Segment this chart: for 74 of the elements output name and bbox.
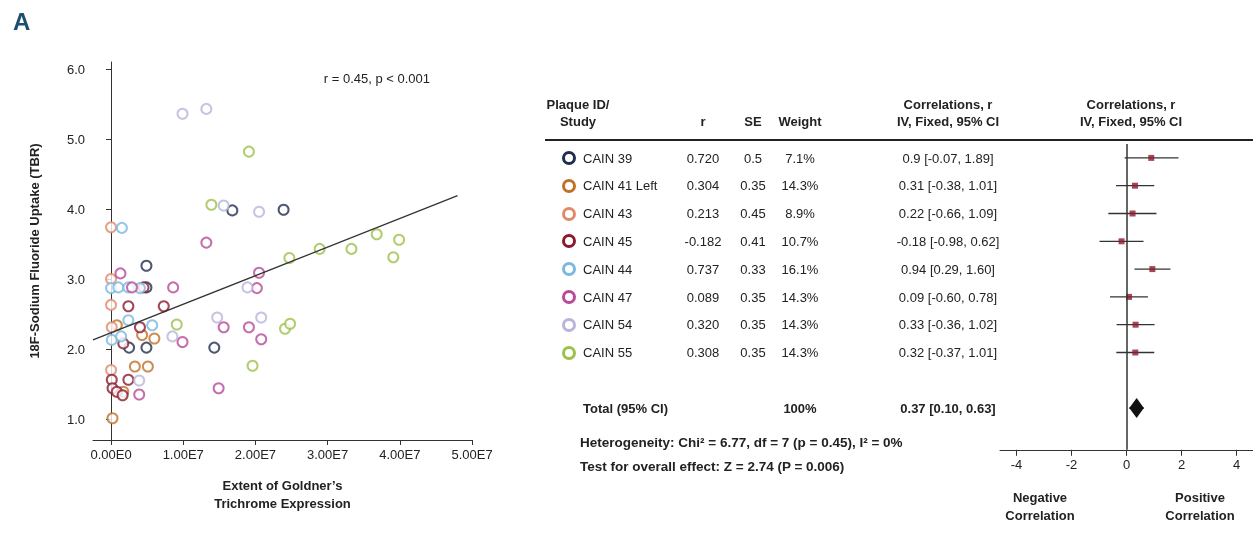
y-tick-label: 2.0 (66, 341, 85, 357)
category-label: Total (95% CI) (583, 400, 668, 416)
category-label: CAIN 41 Left (583, 178, 658, 194)
text: 14.3% (781, 345, 819, 361)
text: 0.35 (740, 289, 766, 305)
text: 0.304 (686, 178, 720, 194)
y-tick-label: 5.0 (66, 131, 85, 147)
text: 0.94 [0.29, 1.60] (901, 261, 995, 277)
text: 7.1% (785, 150, 815, 166)
text: 0.35 (740, 345, 766, 361)
text: 8.9% (785, 206, 815, 222)
x-tick-label: 0 (1122, 456, 1131, 472)
text: 0.45 (740, 206, 766, 222)
category-label: CAIN 43 (583, 206, 633, 222)
x-tick-label: 4.00E7 (379, 447, 421, 462)
text: -0.182 (684, 233, 722, 249)
category-label: CAIN 47 (583, 289, 633, 305)
text: 0.22 [-0.66, 1.09] (898, 206, 998, 222)
text: 14.3% (781, 289, 819, 305)
category-label: CAIN 39 (583, 150, 633, 166)
x-tick-label: 4 (1232, 456, 1241, 472)
text: Positive Correlation (1165, 489, 1235, 523)
text: 0.33 [-0.36, 1.02] (898, 317, 998, 333)
x-tick-label: -4 (1010, 456, 1023, 472)
text: 0.089 (686, 289, 720, 305)
x-tick-label: -2 (1065, 456, 1078, 472)
x-tick-label: 1.00E7 (162, 447, 204, 462)
text: 100% (783, 400, 817, 416)
text: 0.33 (740, 261, 766, 277)
category-label: Weight (778, 114, 823, 129)
text: 10.7% (781, 233, 819, 249)
category-label: CAIN 44 (583, 261, 633, 277)
text: 0.308 (686, 345, 720, 361)
text: 0.31 [-0.38, 1.01] (898, 178, 998, 194)
text: Test for overall effect: Z = 2.74 (P = 0.006) (580, 458, 845, 474)
text: 0.32 [-0.37, 1.01] (898, 345, 998, 361)
text: 0.09 [-0.60, 0.78] (898, 289, 998, 305)
y-tick-label: 1.0 (66, 411, 85, 427)
text: 0.5 (743, 150, 763, 166)
text: 0.9 [-0.07, 1.89] (902, 150, 994, 166)
text: 14.3% (781, 317, 819, 333)
x-tick-label: 0.00E0 (90, 447, 132, 462)
text: 16.1% (781, 261, 819, 277)
x-axis-title: Extent of Goldner’s Trichrome Expression (214, 477, 351, 511)
text: 14.3% (781, 178, 819, 194)
category-label: r (700, 114, 706, 129)
x-tick-label: 2.00E7 (234, 447, 277, 462)
category-label: Correlations, r IV, Fixed, 95% CI (896, 97, 1000, 129)
text: 0.737 (686, 261, 720, 277)
text: 0.35 (740, 317, 766, 333)
text: Negative Correlation (1005, 489, 1075, 523)
y-tick-label: 6.0 (66, 61, 85, 77)
x-tick-label: 3.00E7 (307, 447, 349, 462)
text: 0.35 (740, 178, 766, 194)
text: 0.41 (740, 233, 766, 249)
y-tick-label: 3.0 (66, 271, 85, 287)
annotation: r = 0.45, p < 0.001 (323, 71, 430, 86)
category-label: CAIN 55 (583, 345, 633, 361)
text: Heterogeneity: Chi² = 6.77, df = 7 (p = 0.45), I² = 0% (580, 434, 903, 450)
text: 0.320 (686, 317, 720, 333)
category-label: CAIN 45 (583, 233, 633, 249)
chart-title: A (13, 7, 31, 35)
chart-title: Correlations, r IV, Fixed, 95% CI (1079, 97, 1183, 129)
category-label: CAIN 54 (583, 317, 633, 333)
x-tick-label: 5.00E7 (451, 447, 493, 462)
y-axis-title: 18F-Sodium Fluoride Uptake (TBR) (27, 143, 42, 359)
text: 0.720 (686, 150, 720, 166)
text: 0.37 [0.10, 0.63] (900, 400, 996, 416)
text: Plaque ID/ Study (546, 97, 610, 129)
text: 0.213 (686, 206, 720, 222)
y-tick-label: 4.0 (66, 201, 85, 217)
category-label: SE (744, 114, 762, 129)
text: -0.18 [-0.98, 0.62] (896, 233, 1000, 249)
x-tick-label: 2 (1177, 456, 1186, 472)
